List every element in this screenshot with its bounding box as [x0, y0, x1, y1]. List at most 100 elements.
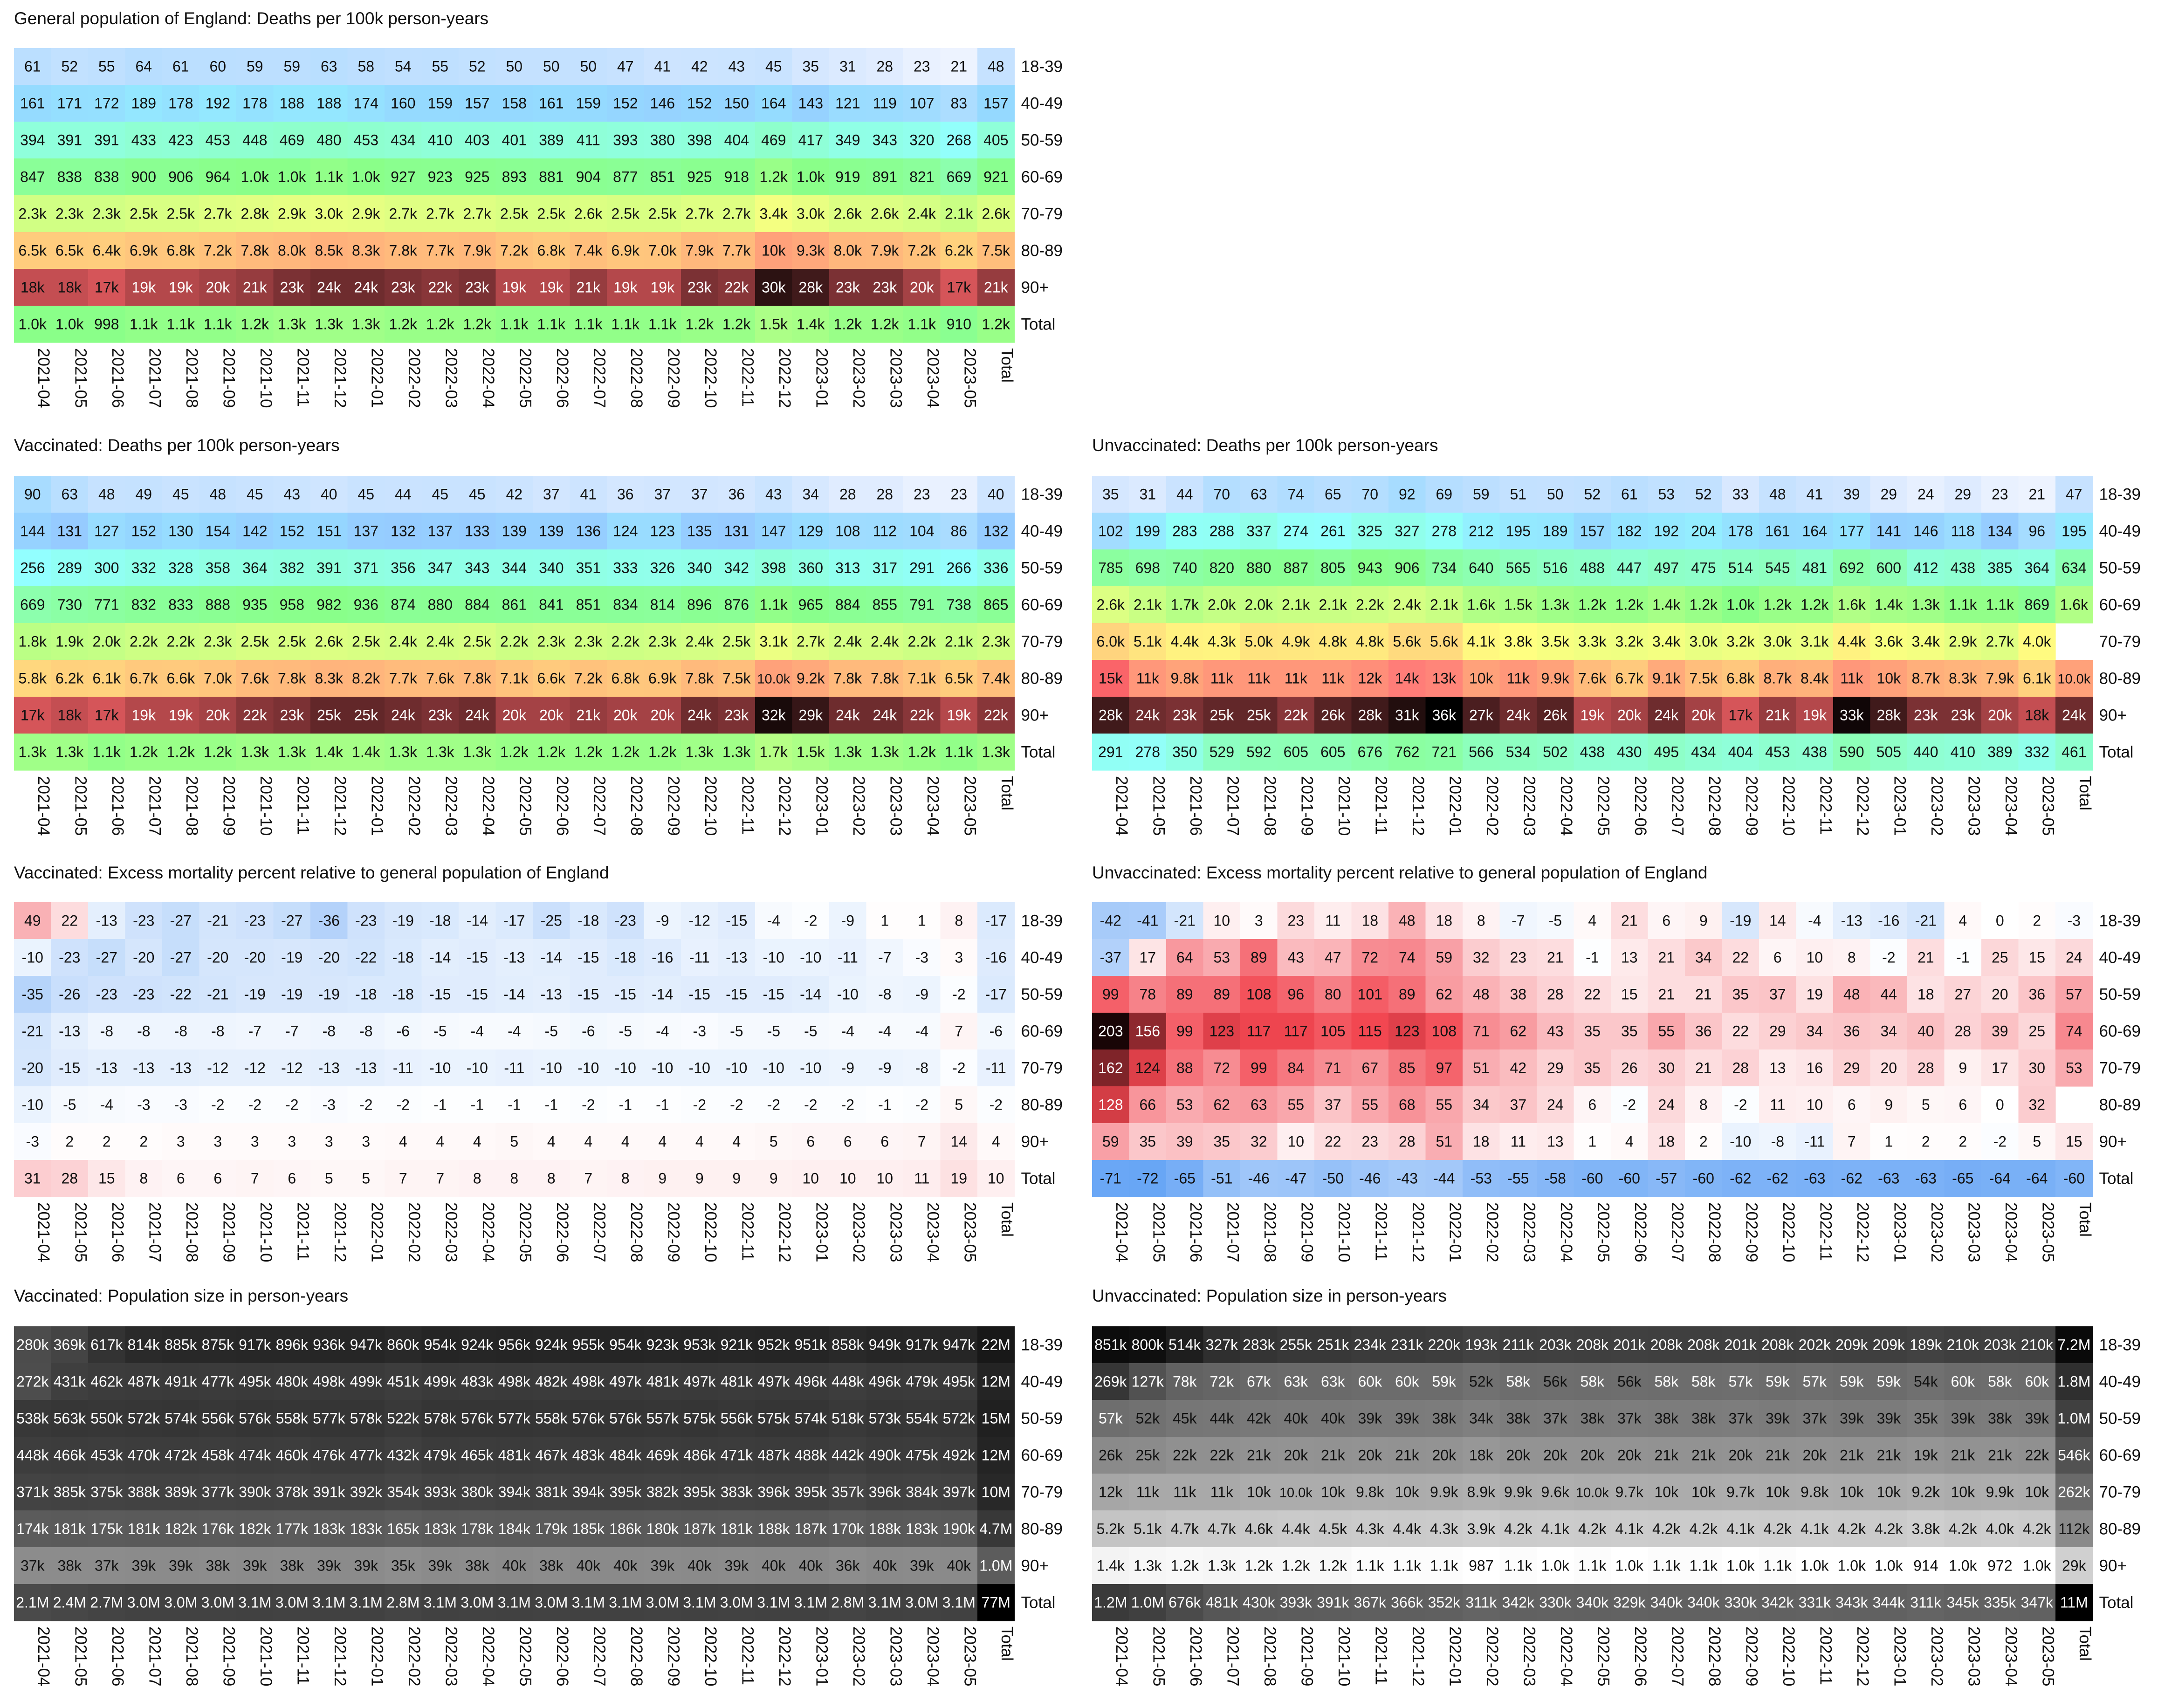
heatmap-cell: [1870, 586, 1908, 624]
heatmap-cell: [1870, 623, 1908, 660]
cell-label: 19k: [132, 707, 157, 724]
cell-label: 577k: [498, 1410, 531, 1427]
heatmap-cell: [88, 1160, 126, 1197]
heatmap-cell: [940, 586, 978, 624]
cell-label: 11k: [1210, 1484, 1234, 1501]
cell-label: 129: [798, 523, 823, 540]
heatmap-cell: [607, 939, 645, 976]
heatmap-cell: [347, 1400, 385, 1437]
cell-label: 1.0k: [278, 169, 306, 185]
cell-label: -11: [1804, 1133, 1825, 1150]
cell-label: 31k: [1395, 707, 1420, 724]
heatmap-cell: [1907, 697, 1945, 734]
cell-label: 6: [1959, 1097, 1967, 1113]
cell-label: 269k: [1094, 1373, 1127, 1390]
cell-label: 2.8k: [241, 206, 269, 222]
cell-label: 1: [880, 912, 889, 929]
cell-label: 21k: [1951, 1447, 1976, 1464]
row-label: 80-89: [1021, 1096, 1063, 1114]
heatmap-cell: [755, 1437, 793, 1474]
cell-label: 39k: [169, 1557, 193, 1574]
heatmap-cell: [866, 85, 904, 122]
heatmap-cell: [421, 85, 459, 122]
cell-label: 1.1k: [1504, 1557, 1533, 1574]
heatmap-cell: [14, 586, 52, 624]
cell-label: 1.5k: [1504, 597, 1533, 613]
cell-label: 30: [2029, 1060, 2046, 1077]
cell-label: -50: [1322, 1170, 1344, 1187]
column-label: 2022-08: [627, 348, 646, 408]
cell-label: 2.7M: [90, 1594, 123, 1611]
heatmap-cell: [2018, 1086, 2056, 1124]
cell-label: 498k: [313, 1373, 345, 1390]
heatmap-cell: [607, 1123, 645, 1160]
cell-label: 475k: [906, 1447, 938, 1464]
cell-label: 112k: [2058, 1521, 2090, 1537]
cell-label: 189: [131, 95, 156, 112]
cell-label: 590: [1839, 744, 1864, 761]
cell-label: 469: [280, 132, 304, 149]
cell-label: 7.5k: [722, 670, 751, 687]
heatmap-cell: [1092, 660, 1130, 697]
heatmap-cell: [533, 1363, 570, 1400]
cell-label: -10: [763, 1060, 784, 1077]
heatmap-cell: [199, 1013, 237, 1050]
heatmap-cell: [1722, 549, 1759, 587]
heatmap-cell: [1981, 976, 2019, 1013]
cell-label: 964: [206, 169, 230, 185]
heatmap-cell: [2055, 976, 2093, 1013]
cell-label: 371k: [16, 1484, 49, 1501]
cell-label: 147: [761, 523, 786, 540]
cell-label: -7: [285, 1023, 298, 1040]
cell-label: 1.3k: [1208, 1557, 1236, 1574]
heatmap-cell: [1981, 660, 2019, 697]
heatmap-cell: [755, 195, 793, 233]
heatmap-cell: [681, 976, 719, 1013]
heatmap-cell: [88, 85, 126, 122]
cell-label: 8.7k: [1912, 670, 1940, 687]
cell-label: 3.1M: [572, 1594, 605, 1611]
cell-label: 33k: [1840, 707, 1864, 724]
heatmap-cell: [236, 734, 274, 771]
cell-label: 1.1k: [908, 316, 936, 333]
heatmap-cell: [2055, 1049, 2093, 1087]
heatmap-cell: [125, 660, 163, 697]
cell-label: 487k: [128, 1373, 160, 1390]
cell-label: 20k: [651, 707, 675, 724]
heatmap-cell: [88, 476, 126, 513]
heatmap-cell: [866, 269, 904, 306]
heatmap-cell: [755, 902, 793, 940]
cell-label: 37: [1325, 1097, 1341, 1113]
cell-label: 39: [1843, 486, 1860, 503]
column-label: 2021-07: [145, 348, 164, 408]
cell-label: 22k: [984, 707, 1009, 724]
heatmap-panel-4: Vaccinated: Excess mortality percent rel…: [14, 863, 1063, 1262]
heatmap-cell: [495, 476, 533, 513]
heatmap-cell: [125, 623, 163, 660]
heatmap-cell: [1314, 697, 1352, 734]
heatmap-cell: [718, 1474, 756, 1511]
cell-label: 4.7k: [1208, 1521, 1236, 1537]
row-label: 18-39: [2099, 1336, 2141, 1354]
heatmap-cell: [1907, 549, 1945, 587]
heatmap-cell: [940, 1160, 978, 1197]
column-label: 2021-12: [1409, 1202, 1427, 1262]
column-label: 2023-05: [2039, 1626, 2057, 1686]
cell-label: 8: [1477, 912, 1485, 929]
heatmap-cell: [199, 939, 237, 976]
heatmap-cell: [755, 1049, 793, 1087]
cell-label: 24: [1658, 1097, 1675, 1113]
heatmap-cell: [533, 48, 570, 85]
cell-label: -10: [615, 1060, 636, 1077]
cell-label: 7.2k: [500, 242, 529, 259]
heatmap-cell: [125, 1326, 163, 1364]
heatmap-cell: [607, 158, 645, 196]
heatmap-cell: [236, 158, 274, 196]
heatmap-cell: [1981, 476, 2019, 513]
cell-label: -3: [693, 1023, 706, 1040]
heatmap-cell: [125, 122, 163, 159]
heatmap-cell: [495, 623, 533, 660]
heatmap-cell: [903, 122, 941, 159]
column-label: 2023-01: [812, 348, 831, 408]
heatmap-cell: [755, 1086, 793, 1124]
